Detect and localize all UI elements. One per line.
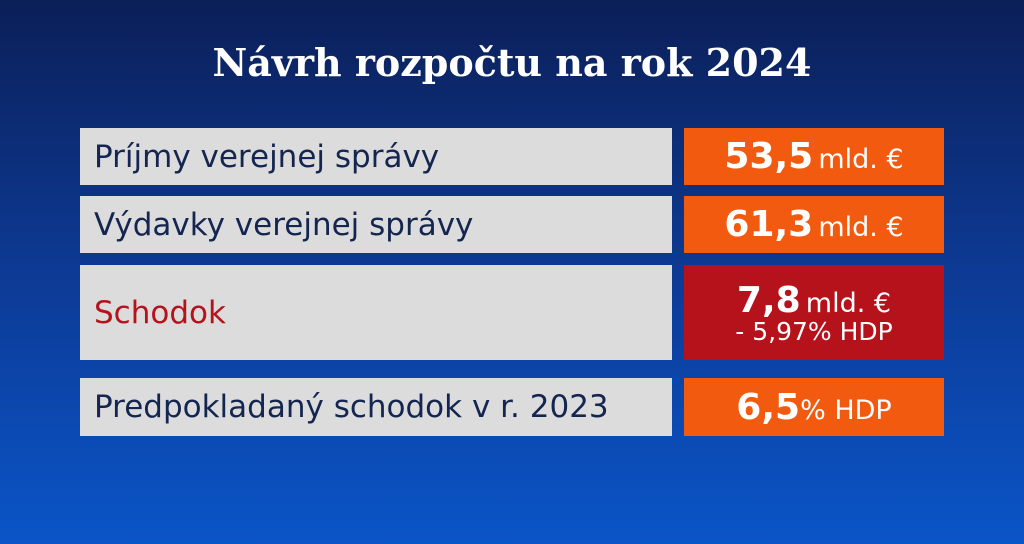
row-label: Schodok [80, 265, 672, 360]
value: 53,5 [724, 136, 814, 177]
value-box: 61,3 mld. € [684, 196, 944, 253]
value-box: 53,5 mld. € [684, 128, 944, 185]
value: 61,3 [724, 204, 814, 245]
value: 6,5 [736, 386, 801, 428]
unit: mld. € [818, 212, 904, 243]
value-box: 7,8 mld. € - 5,97% HDP [684, 265, 944, 360]
row-label: Predpokladaný schodok v r. 2023 [80, 378, 672, 436]
unit: mld. € [805, 287, 892, 319]
title: Návrh rozpočtu na rok 2024 [212, 40, 812, 85]
row-label: Príjmy verejnej správy [80, 128, 672, 185]
unit: mld. € [818, 144, 904, 175]
note: - 5,97% HDP [735, 316, 893, 346]
unit: % HDP [800, 394, 892, 426]
value-box: 6,5% HDP [684, 378, 944, 436]
value: 7,8 [736, 279, 801, 321]
row-label: Výdavky verejnej správy [80, 196, 672, 253]
